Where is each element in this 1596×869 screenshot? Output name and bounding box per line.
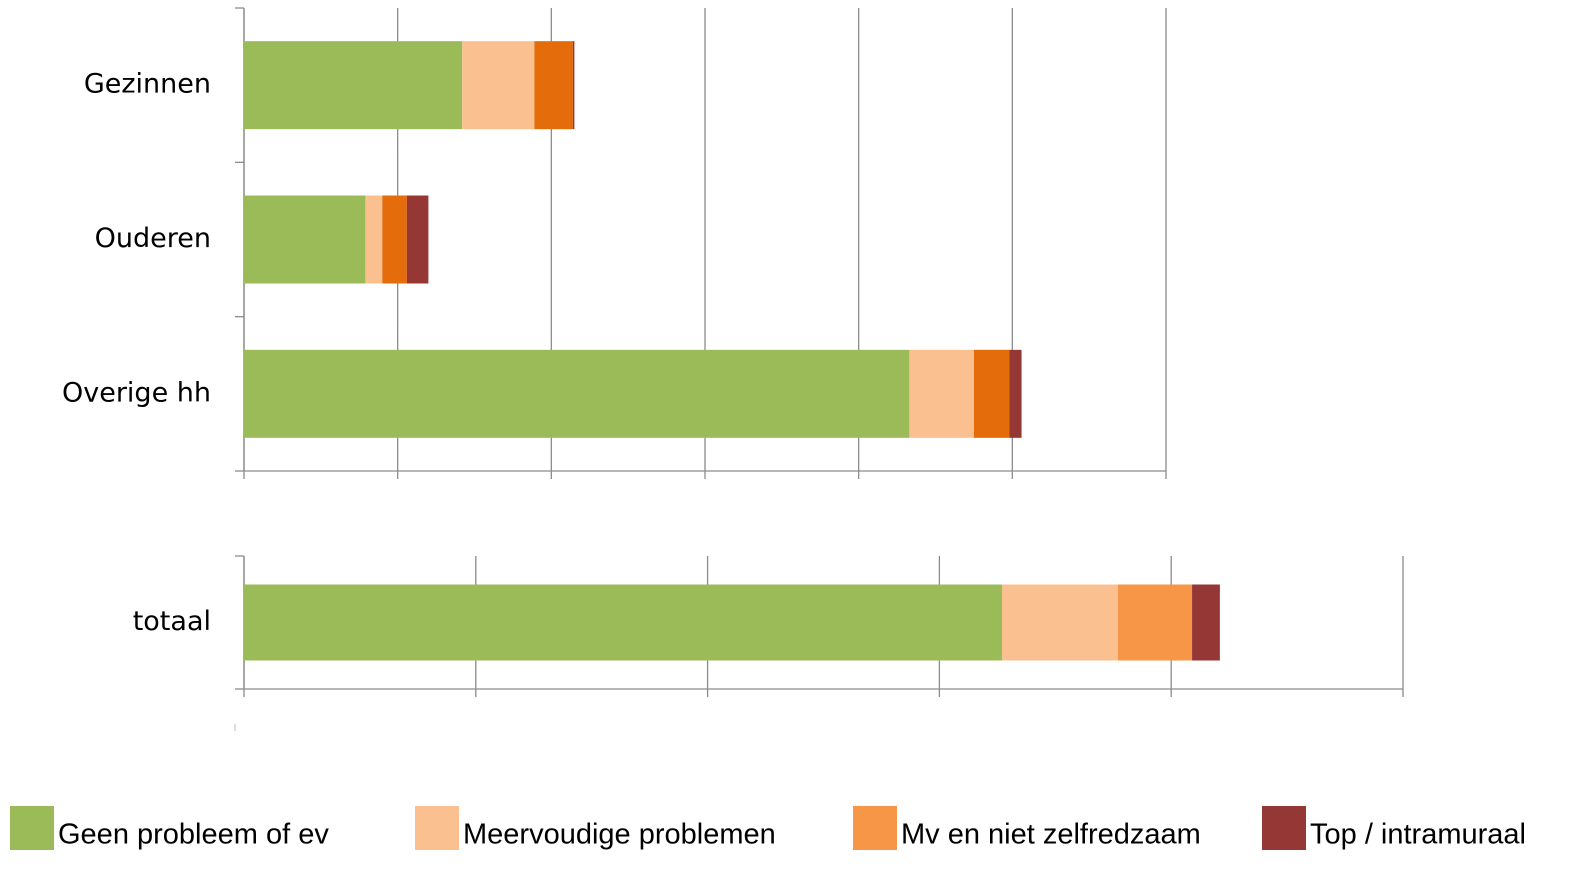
bar-segment (244, 349, 910, 438)
bar-segment (244, 584, 1002, 661)
bar-segment (973, 349, 1010, 438)
bar-segment (1117, 584, 1193, 661)
bar-segment (462, 41, 535, 130)
category-label: Ouderen (95, 223, 211, 254)
category-label: Gezinnen (84, 69, 211, 100)
legend-swatch (415, 806, 459, 850)
legend-label: Mv en niet zelfredzaam (901, 819, 1201, 851)
legend-swatch (853, 806, 897, 850)
bar-segment (1192, 584, 1220, 661)
bar-segment (244, 41, 463, 130)
legend-label: Geen probleem of ev (58, 819, 329, 851)
bar-segment (1009, 349, 1022, 438)
bar-segment (365, 195, 383, 284)
bar-segment (244, 195, 366, 284)
bar-segment (534, 41, 573, 130)
legend-label: Meervoudige problemen (463, 819, 776, 851)
bar-segment (572, 41, 575, 130)
bar-segment (909, 349, 974, 438)
legend-label: Top / intramuraal (1310, 819, 1526, 851)
bar-segment (406, 195, 429, 284)
bar-segment (1001, 584, 1118, 661)
legend-swatch (10, 806, 54, 850)
bar-segment (382, 195, 407, 284)
category-label: totaal (133, 606, 211, 637)
category-label: Overige hh (62, 377, 211, 408)
legend-swatch (1262, 806, 1306, 850)
